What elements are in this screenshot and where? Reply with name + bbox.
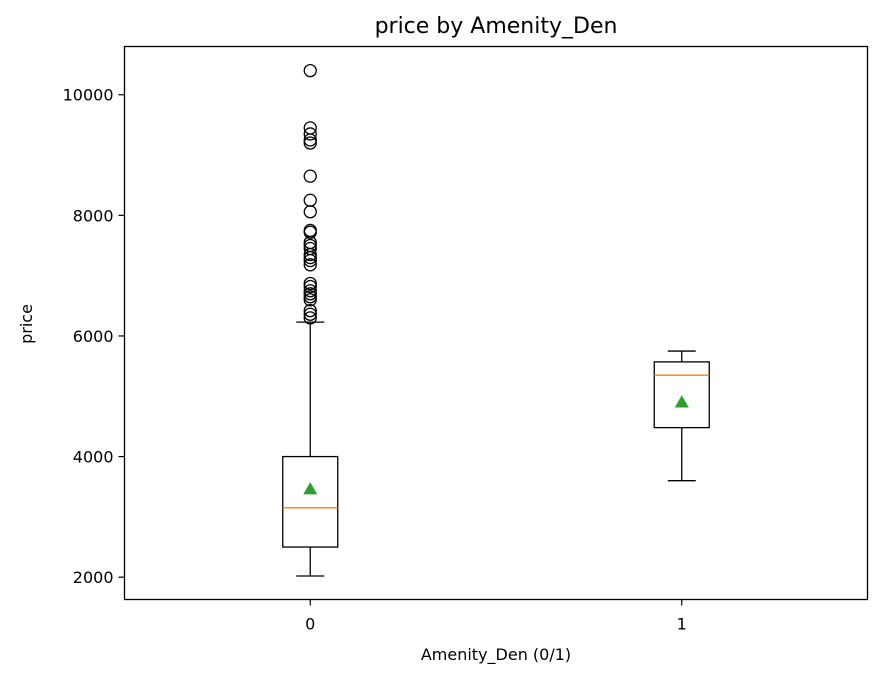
outlier-point	[303, 276, 317, 291]
outlier-point	[303, 241, 317, 256]
outlier-point	[303, 279, 317, 294]
outlier-point	[303, 205, 317, 219]
outlier-point	[303, 284, 317, 298]
outlier-point	[303, 258, 317, 272]
outlier-point	[303, 169, 317, 183]
outlier-point	[303, 311, 317, 325]
mean-marker	[674, 395, 689, 408]
y-tick-label: 8000	[73, 206, 114, 225]
outlier-point	[303, 63, 317, 78]
y-axis-label: price	[17, 304, 36, 344]
outlier-point	[303, 307, 317, 321]
y-tick-label: 6000	[73, 327, 114, 346]
outlier-point	[303, 303, 317, 318]
box-iqr	[282, 455, 339, 548]
outlier-point	[303, 238, 317, 253]
outlier-point	[303, 223, 317, 238]
plot-frame	[123, 45, 869, 601]
outlier-point	[303, 290, 317, 304]
outlier-point	[303, 287, 317, 301]
outlier-point	[303, 193, 317, 207]
plot-area	[282, 63, 710, 577]
y-tick-label: 10000	[63, 86, 114, 105]
chart-title: price by Amenity_Den	[375, 14, 618, 39]
x-tick-label: 1	[677, 615, 687, 634]
box-group-0	[282, 63, 339, 577]
axes: 2000 4000 6000 8000 10000 0 1	[63, 86, 687, 634]
x-tick-label: 0	[305, 615, 315, 634]
mean-marker	[303, 482, 318, 495]
box-group-1	[653, 350, 710, 482]
y-tick-label: 2000	[73, 568, 114, 587]
outlier-point	[303, 127, 317, 141]
outlier-point	[303, 136, 317, 150]
outlier-point	[303, 293, 317, 307]
x-axis-label: Amenity_Den (0/1)	[421, 645, 571, 665]
outlier-point	[303, 121, 317, 135]
y-tick-label: 4000	[73, 448, 114, 467]
box-iqr	[653, 361, 710, 429]
